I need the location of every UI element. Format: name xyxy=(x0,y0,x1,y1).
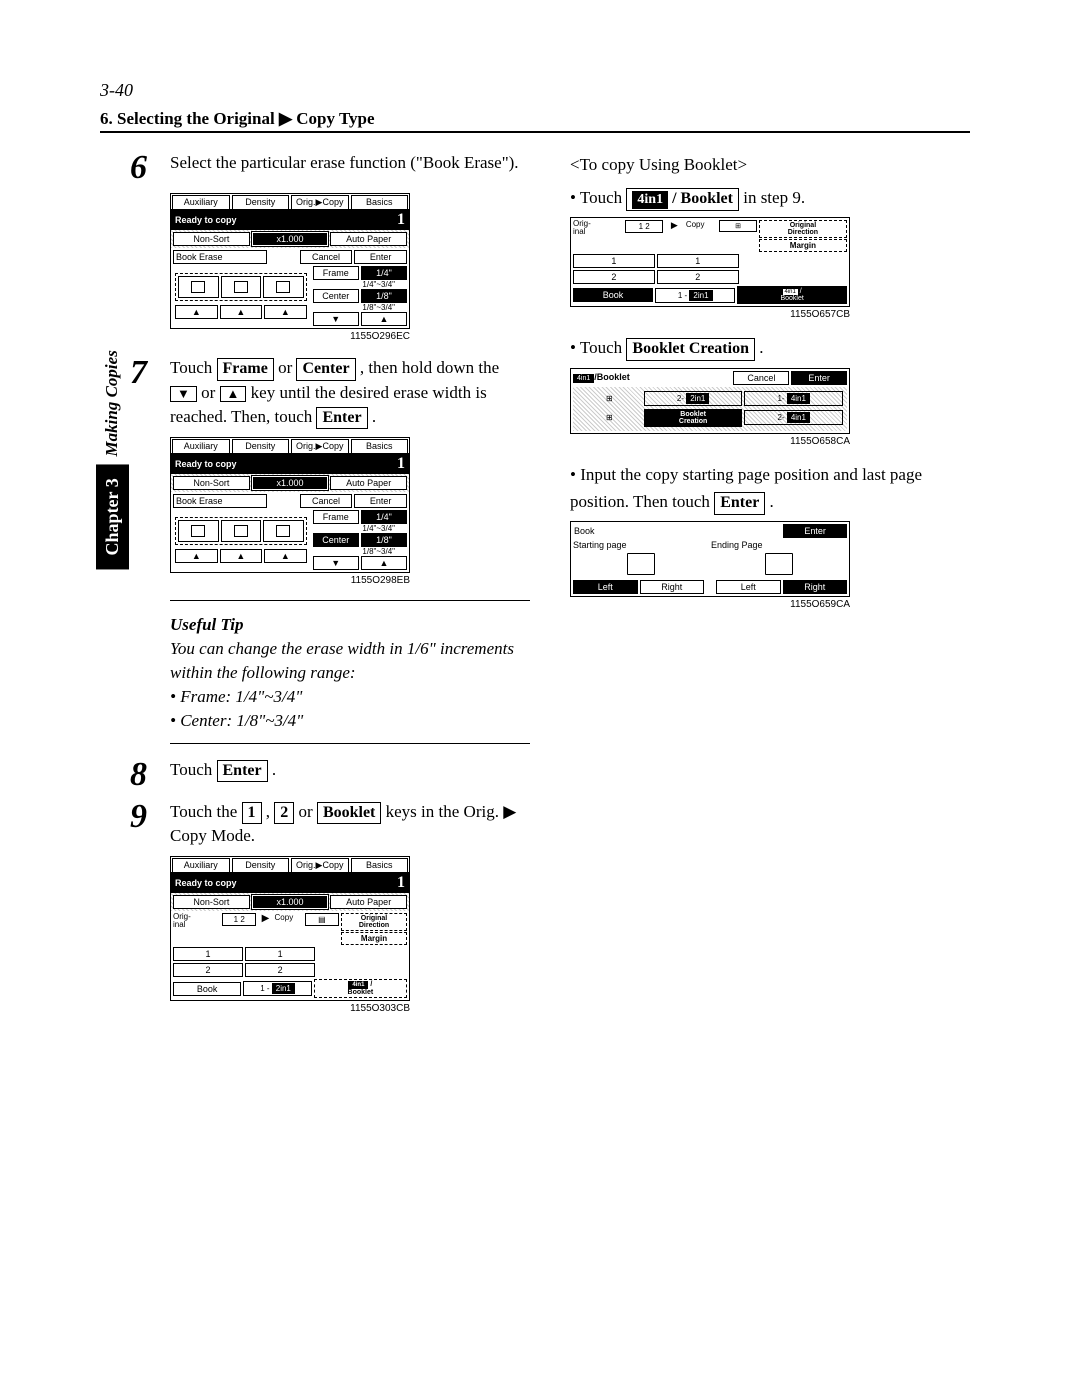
lcd-frame: Frame xyxy=(313,266,359,280)
figure-caption: 1155O298EB xyxy=(170,575,410,586)
title-underline xyxy=(100,131,970,133)
up-triangle-icon: ▲ xyxy=(361,312,407,326)
erase-icon xyxy=(191,281,205,293)
frame-button[interactable]: Frame xyxy=(217,358,274,381)
lcd-slot: Non-Sort xyxy=(173,232,250,246)
lcd-screenshot-5: 4in1/Booklet Cancel Enter ⊞ 2- 2in1 1- 4… xyxy=(570,368,850,434)
erase-icon xyxy=(234,281,248,293)
book-icon xyxy=(627,553,655,575)
figure-caption: 1155O303CB xyxy=(170,1003,410,1014)
lcd-slot: x1.000 xyxy=(252,232,329,246)
lcd-tab: Auxiliary xyxy=(172,195,230,209)
figure-caption: 1155O659CA xyxy=(570,599,850,610)
lcd-ready: Ready to copy xyxy=(175,215,237,225)
lcd-center: Center xyxy=(313,289,359,303)
center-button[interactable]: Center xyxy=(296,358,355,381)
up-triangle-icon: ▲ xyxy=(175,305,218,319)
booklet-button[interactable]: Booklet xyxy=(317,802,381,825)
lcd-screenshot-3: Auxiliary Density Orig.▶Copy Basics Read… xyxy=(170,856,410,1001)
chapter-label: Chapter 3 xyxy=(96,464,129,569)
instruction-line: • Input the copy starting page position … xyxy=(570,461,970,515)
step-text: Touch Enter . xyxy=(170,758,530,783)
enter-button[interactable]: Enter xyxy=(316,407,367,430)
enter-button[interactable]: Enter xyxy=(217,760,268,783)
lcd-slot: Auto Paper xyxy=(330,232,407,246)
step-number: 7 xyxy=(130,356,158,390)
step-number: 6 xyxy=(130,151,158,185)
erase-icon xyxy=(276,281,290,293)
figure-caption: 1155O658CA xyxy=(570,436,850,447)
4in1-booklet-button[interactable]: 4in1 / Booklet xyxy=(626,188,739,211)
step-text: Touch the 1 , 2 or Booklet keys in the O… xyxy=(170,800,530,849)
instruction-line: • Touch 4in1 / Booklet in step 9. xyxy=(570,184,970,211)
one-button[interactable]: 1 xyxy=(242,802,262,825)
booklet-creation-button[interactable]: Booklet Creation xyxy=(626,338,755,361)
step-number: 9 xyxy=(130,800,158,834)
chapter-name: Making Copies xyxy=(96,350,128,456)
step-number: 8 xyxy=(130,758,158,792)
lcd-screenshot-1: Auxiliary Density Orig.▶Copy Basics Read… xyxy=(170,193,410,329)
lcd-tab: Orig.▶Copy xyxy=(291,195,349,209)
lcd-center-val: 1/8" xyxy=(361,289,407,303)
up-key-icon[interactable]: ▲ xyxy=(220,386,247,402)
lcd-tab: Density xyxy=(232,195,290,209)
lcd-label: Book Erase xyxy=(173,250,267,264)
section-title: 6. Selecting the Original ▶ Copy Type xyxy=(100,109,970,129)
lcd-cancel: Cancel xyxy=(300,250,353,264)
lcd-screenshot-2: Auxiliary Density Orig.▶Copy Basics Read… xyxy=(170,437,410,573)
tip-bullet: • Frame: 1/4"~3/4" xyxy=(170,685,530,709)
up-triangle-icon: ▲ xyxy=(220,305,263,319)
lcd-range: 1/4"~3/4" xyxy=(313,280,407,289)
lcd-screenshot-6: Book Enter Starting page Ending Page Lef… xyxy=(570,521,850,597)
lcd-tab: Basics xyxy=(351,195,409,209)
instruction-line: • Touch Booklet Creation . xyxy=(570,334,970,361)
lcd-enter: Enter xyxy=(354,250,407,264)
page-number: 3-40 xyxy=(100,80,970,101)
enter-button[interactable]: Enter xyxy=(714,492,765,515)
useful-tip-body: You can change the erase width in 1/6" i… xyxy=(170,637,530,685)
chapter-side-tab: Chapter 3 Making Copies xyxy=(96,350,129,569)
lcd-frame-val: 1/4" xyxy=(361,266,407,280)
up-triangle-icon: ▲ xyxy=(264,305,307,319)
step-text: Select the particular erase function ("B… xyxy=(170,151,530,175)
down-triangle-icon: ▼ xyxy=(313,312,359,326)
tip-bullet: • Center: 1/8"~3/4" xyxy=(170,709,530,733)
step-text: Touch Frame or Center , then hold down t… xyxy=(170,356,530,429)
separator xyxy=(170,743,530,744)
down-key-icon[interactable]: ▼ xyxy=(170,386,197,402)
lcd-screenshot-4: Orig- inal 1 2 ▶ Copy ⊞ Original Directi… xyxy=(570,217,850,307)
useful-tip-title: Useful Tip xyxy=(170,615,530,635)
figure-caption: 1155O296EC xyxy=(170,331,410,342)
separator xyxy=(170,600,530,601)
lcd-range: 1/8"~3/4" xyxy=(313,303,407,312)
figure-caption: 1155O657CB xyxy=(570,309,850,320)
lcd-qty: 1 xyxy=(397,211,405,229)
two-button[interactable]: 2 xyxy=(274,802,294,825)
right-header: <To copy Using Booklet> xyxy=(570,151,970,178)
book-icon xyxy=(765,553,793,575)
